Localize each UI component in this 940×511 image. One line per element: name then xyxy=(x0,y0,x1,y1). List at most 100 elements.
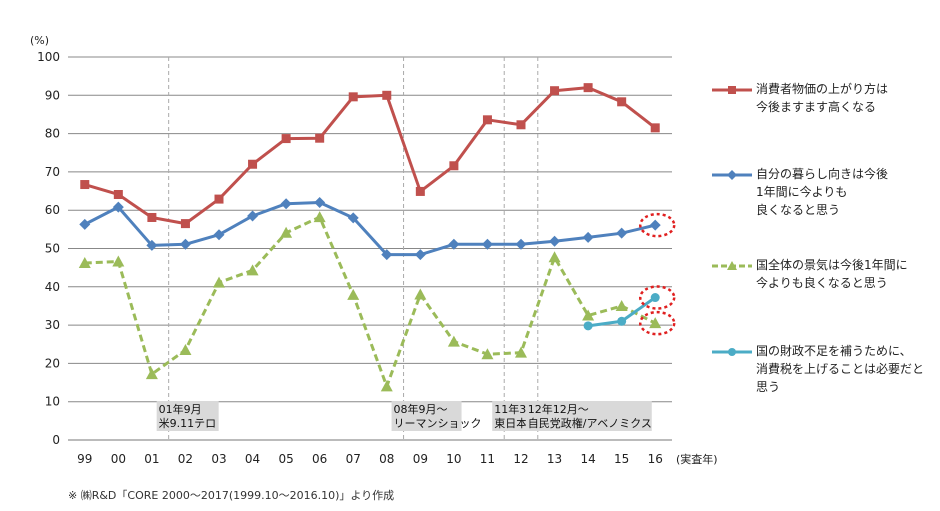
data-point xyxy=(649,219,661,231)
data-point xyxy=(482,115,492,125)
data-point xyxy=(380,380,393,392)
legend-label: 国全体の景気は今後1年間に 今よりも良くなると思う xyxy=(756,258,908,290)
x-tick-label: 01 xyxy=(144,452,159,466)
x-tick-label: 16 xyxy=(648,452,663,466)
data-point xyxy=(315,133,325,143)
event-label-line: 自民党政権/アベノミクス xyxy=(528,416,652,430)
x-tick-label: 14 xyxy=(580,452,595,466)
data-point xyxy=(548,251,561,263)
event-label-box xyxy=(391,401,462,431)
y-axis-unit-label: (%) xyxy=(30,34,49,47)
data-point xyxy=(113,189,123,199)
x-tick-label: 06 xyxy=(312,452,327,466)
data-point xyxy=(550,86,560,96)
data-point xyxy=(214,194,224,204)
event-label-line: 12年12月～ xyxy=(528,402,589,416)
x-axis-unit-label: (実査年) xyxy=(676,452,718,466)
highlight-ellipse xyxy=(638,212,676,238)
data-point xyxy=(415,186,425,196)
y-tick-label: 40 xyxy=(45,280,60,294)
data-point xyxy=(179,343,192,355)
y-tick-label: 30 xyxy=(45,318,60,332)
x-tick-label: 12 xyxy=(513,452,528,466)
data-point xyxy=(583,321,593,331)
x-tick-label: 00 xyxy=(111,452,126,466)
series-line xyxy=(84,215,656,388)
y-tick-label: 60 xyxy=(45,203,60,217)
data-point xyxy=(314,197,326,209)
data-point xyxy=(79,218,91,230)
data-point xyxy=(382,90,392,100)
event-label-box xyxy=(525,401,652,431)
data-point xyxy=(145,368,158,380)
legend-swatch-diamond xyxy=(712,170,752,180)
data-point xyxy=(147,212,157,222)
data-point xyxy=(516,120,526,130)
y-tick-label: 10 xyxy=(45,395,60,409)
event-label-box xyxy=(156,401,219,431)
legend-label: 消費者物価の上がり方は 今後ますます高くなる xyxy=(756,82,889,114)
legend-swatch-square xyxy=(712,86,752,94)
data-point xyxy=(616,227,628,239)
x-tick-label: 99 xyxy=(77,452,92,466)
y-tick-label: 100 xyxy=(37,50,60,64)
data-point xyxy=(280,198,292,210)
x-tick-label: 04 xyxy=(245,452,260,466)
data-point xyxy=(582,309,595,321)
data-point xyxy=(179,238,191,250)
data-point xyxy=(617,316,627,326)
x-tick-label: 15 xyxy=(614,452,629,466)
data-point xyxy=(414,249,426,261)
data-point xyxy=(515,238,527,250)
data-point xyxy=(617,97,627,107)
data-point xyxy=(80,180,90,190)
data-point xyxy=(347,288,360,300)
data-point xyxy=(448,238,460,250)
legend-label: 自分の暮らし向きは今後 1年間に今よりも 良くなると思う xyxy=(756,167,889,217)
data-point xyxy=(112,255,125,267)
y-tick-label: 70 xyxy=(45,165,60,179)
data-point xyxy=(650,123,660,133)
data-point xyxy=(180,219,190,229)
data-point xyxy=(515,346,527,358)
x-tick-label: 07 xyxy=(346,452,361,466)
data-point xyxy=(381,249,393,261)
x-tick-label: 05 xyxy=(278,452,293,466)
data-point xyxy=(583,83,593,93)
y-tick-label: 20 xyxy=(45,356,60,370)
data-point xyxy=(78,257,91,269)
x-tick-label: 11 xyxy=(480,452,495,466)
legend-swatch-circle xyxy=(712,348,752,356)
x-tick-label: 13 xyxy=(547,452,562,466)
data-point xyxy=(481,238,493,250)
data-point xyxy=(280,226,293,238)
data-point xyxy=(582,231,594,243)
data-point xyxy=(112,201,124,213)
x-tick-label: 10 xyxy=(446,452,461,466)
x-tick-label: 08 xyxy=(379,452,394,466)
data-point xyxy=(213,229,225,241)
x-tick-label: 02 xyxy=(178,452,193,466)
series-line xyxy=(84,201,656,257)
y-tick-label: 90 xyxy=(45,88,60,102)
x-tick-label: 03 xyxy=(211,452,226,466)
data-point xyxy=(449,161,459,171)
event-label-line: リーマンショック xyxy=(394,417,482,430)
source-footnote: ※ ㈱R&D「CORE 2000～2017(1999.10～2016.10)」よ… xyxy=(68,489,395,502)
data-point xyxy=(213,276,225,288)
highlight-ellipse xyxy=(638,310,676,336)
highlight-ellipse xyxy=(638,285,676,310)
data-point xyxy=(347,212,359,224)
x-tick-label: 09 xyxy=(413,452,428,466)
event-label: 08年9月～リーマンショック xyxy=(391,401,482,431)
event-label: 12年12月～自民党政権/アベノミクス xyxy=(525,401,652,431)
data-point xyxy=(313,211,326,223)
y-tick-label: 50 xyxy=(45,242,60,256)
data-point xyxy=(348,92,358,102)
legend-label: 国の財政不足を補うために、 消費税を上げることは必要だと 思う xyxy=(756,344,925,394)
data-point xyxy=(549,235,561,247)
data-point xyxy=(246,264,259,276)
series-line xyxy=(84,86,657,226)
